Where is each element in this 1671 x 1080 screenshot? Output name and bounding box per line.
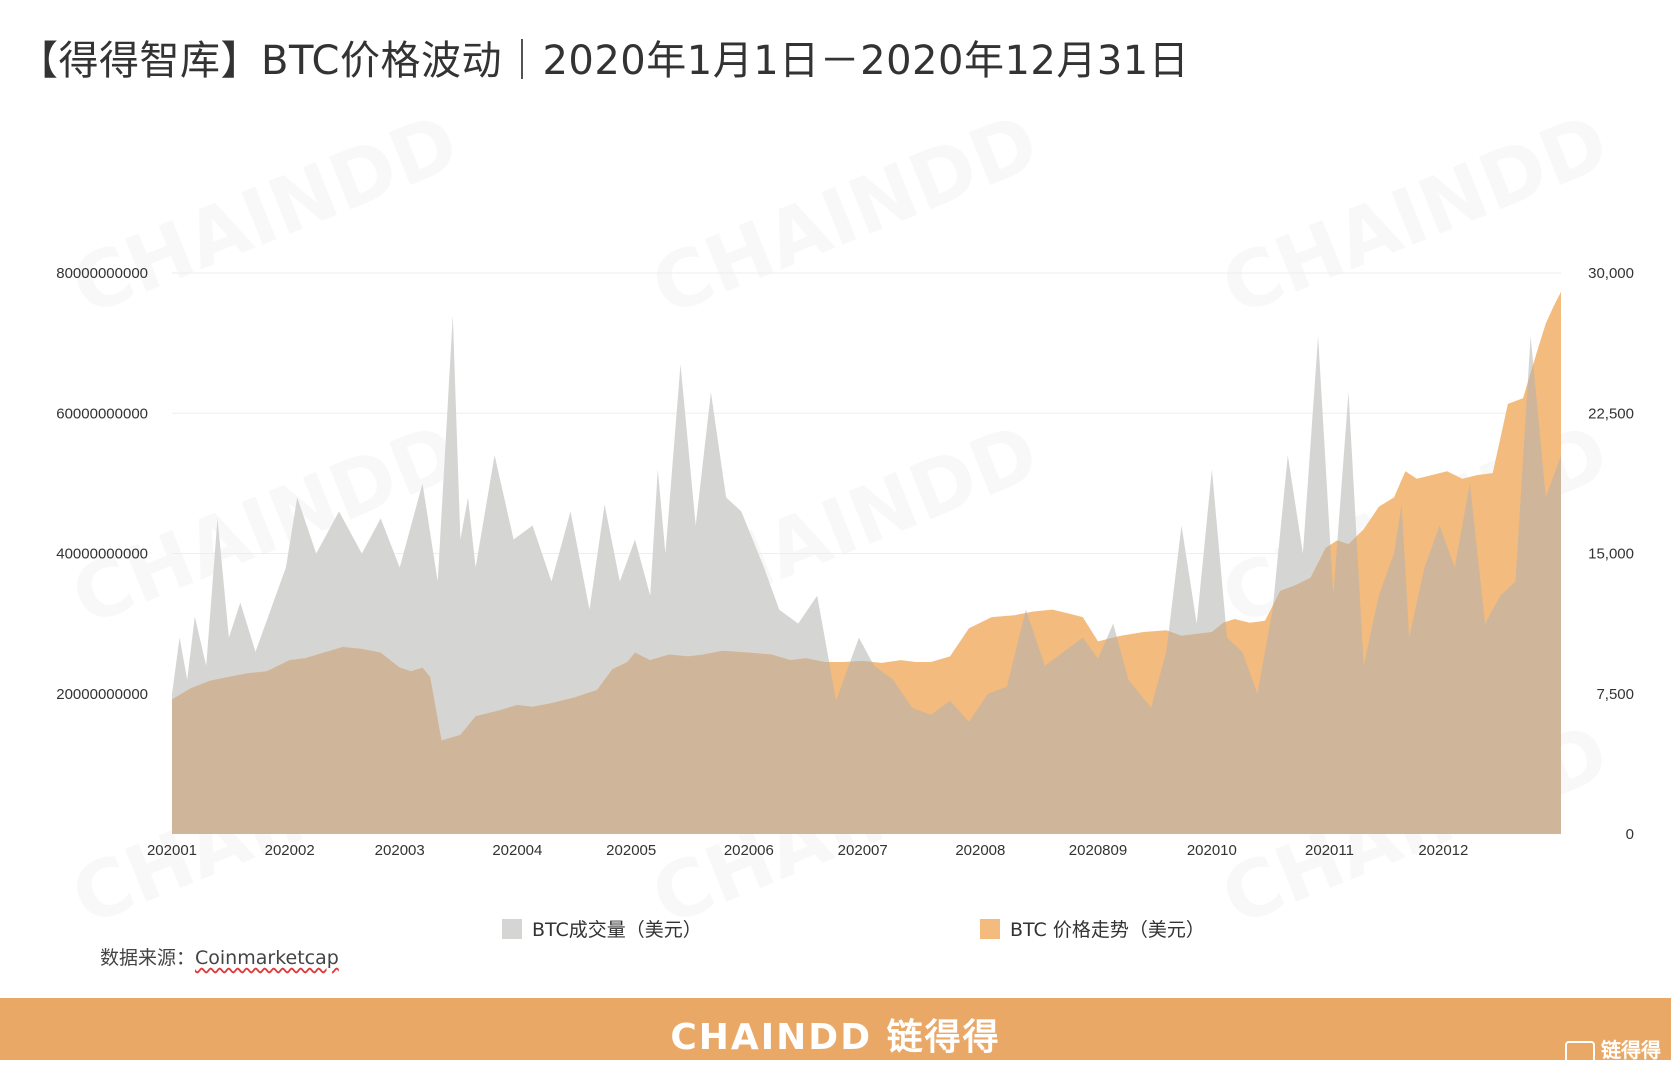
x-tick-label: 202010 bbox=[1187, 842, 1237, 859]
btc-chart: 20000000000 40000000000 60000000000 8000000… bbox=[56, 265, 1634, 859]
x-tick-label: 202002 bbox=[265, 842, 315, 859]
corner-logo-text: 链得得 bbox=[1601, 1038, 1661, 1062]
x-tick-label: 202004 bbox=[492, 842, 542, 859]
y-left-tick-label: 20000000000 bbox=[56, 686, 148, 703]
data-source: 数据来源：Coinmarketcap bbox=[100, 943, 339, 970]
series-layer bbox=[172, 291, 1561, 835]
corner-logo-sub: CHAINDD bbox=[1601, 1060, 1649, 1068]
x-tick-label: 202012 bbox=[1418, 842, 1468, 859]
y-right-tick-label: 7,500 bbox=[1596, 686, 1634, 703]
series-overlap-area bbox=[172, 315, 1561, 834]
corner-logo: 链得得 CHAINDD bbox=[1565, 1040, 1661, 1068]
y-right-tick-label: 15,000 bbox=[1588, 546, 1634, 563]
footer-bar: CHAINDD 链得得 链得得 CHAINDD bbox=[0, 998, 1671, 1068]
page-title: 【得得智库】BTC价格波动｜2020年1月1日－2020年12月31日 bbox=[18, 38, 1190, 84]
axis-layer: 20000000000 40000000000 60000000000 8000000… bbox=[56, 265, 1634, 859]
y-left-tick-label: 60000000000 bbox=[56, 405, 148, 422]
source-label: 数据来源： bbox=[100, 947, 196, 969]
x-tick-label: 202006 bbox=[724, 842, 774, 859]
y-left-tick-label: 40000000000 bbox=[56, 546, 148, 563]
x-tick-label: 202008 bbox=[955, 842, 1005, 859]
y-right-tick-label: 22,500 bbox=[1588, 405, 1634, 422]
x-tick-label: 202005 bbox=[606, 842, 656, 859]
legend-label-volume: BTC成交量（美元） bbox=[532, 919, 702, 941]
y-left-tick-label: 80000000000 bbox=[56, 265, 148, 282]
y-right-tick-label: 30,000 bbox=[1588, 265, 1634, 282]
legend-label-price: BTC 价格走势（美元） bbox=[1010, 919, 1205, 941]
x-tick-label: 202001 bbox=[147, 842, 197, 859]
legend-volume[interactable]: BTC成交量（美元） bbox=[502, 915, 702, 942]
x-tick-label: 202003 bbox=[375, 842, 425, 859]
x-tick-label: 2020809 bbox=[1069, 842, 1127, 859]
x-tick-label: 202011 bbox=[1305, 842, 1354, 859]
y-right-tick-label: 0 bbox=[1626, 826, 1634, 843]
legend-swatch-volume bbox=[502, 918, 522, 939]
chaindd-logo-icon bbox=[1565, 1041, 1595, 1067]
legend-swatch-price bbox=[980, 918, 1000, 939]
footer-brand: CHAINDD 链得得 bbox=[670, 1017, 1001, 1058]
legend-price[interactable]: BTC 价格走势（美元） bbox=[980, 915, 1205, 942]
source-name: Coinmarketcap bbox=[195, 947, 339, 969]
x-tick-label: 202007 bbox=[838, 842, 888, 859]
